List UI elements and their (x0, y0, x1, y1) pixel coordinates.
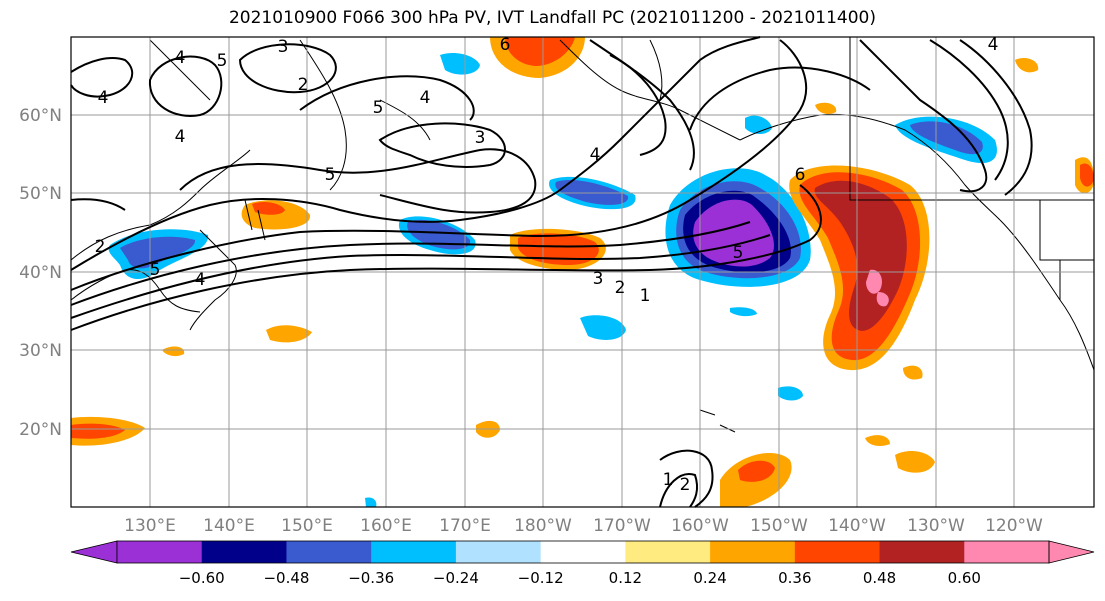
lon-label: 170°W (593, 516, 651, 536)
contour-label: 3 (475, 128, 486, 148)
colorbar-cell (286, 541, 372, 563)
contour-label: 3 (278, 37, 289, 57)
map-title: 2021010900 F066 300 hPa PV, IVT Landfall… (228, 8, 876, 28)
lon-label: 180°W (514, 516, 572, 536)
pv-contours (70, 36, 1033, 508)
lat-label: 50°N (19, 184, 62, 204)
colorbar-cell (540, 541, 626, 563)
contour-label: 4 (175, 48, 186, 68)
contour-label: 1 (663, 470, 674, 490)
contour-label: 4 (420, 88, 431, 108)
contour-label: 2 (615, 278, 626, 298)
colorbar-cells (70, 540, 1095, 564)
lat-label: 40°N (19, 263, 62, 283)
colorbar-tick-label: −0.60 (179, 569, 225, 587)
contour-label: 4 (195, 270, 206, 290)
colorbar-cell (455, 541, 542, 563)
colorbar-ticks: −0.60 −0.48 −0.36 −0.24 −0.12 0.12 0.24 0.36 0.4… (179, 569, 981, 587)
colorbar-tick-label: 0.60 (948, 569, 981, 587)
lat-label: 60°N (19, 106, 62, 126)
colorbar-border (116, 540, 1050, 564)
lon-label: 170°E (439, 516, 491, 536)
lon-label: 130°W (907, 516, 965, 536)
contour-label: 5 (325, 165, 336, 185)
contour-label: 4 (175, 127, 186, 147)
lon-label: 150°E (281, 516, 333, 536)
lat-label: 20°N (19, 420, 62, 440)
colorbar-tick-label: 0.24 (693, 569, 726, 587)
colorbar-extend-low (70, 540, 118, 564)
colorbar-cell (794, 541, 881, 563)
colorbar-cell (625, 541, 711, 563)
contour-label: 1 (640, 286, 651, 306)
contour-label: 6 (795, 165, 806, 185)
colorbar-cell (117, 541, 203, 563)
colorbar-tick-label: 0.12 (609, 569, 642, 587)
colorbar-cell (879, 541, 965, 563)
contour-labels: 6 3 2 4 5 4 5 4 3 4 6 5 3 2 1 5 4 2 5 4 … (95, 35, 999, 495)
contour-label: 6 (500, 35, 511, 55)
colorbar-tick-label: −0.12 (518, 569, 564, 587)
contour-label: 2 (95, 237, 106, 257)
anomaly-fills (71, 37, 1094, 507)
contour-label: 5 (733, 243, 744, 263)
lon-label: 160°W (671, 516, 729, 536)
contour-label: 4 (590, 145, 601, 165)
lon-label: 140°W (828, 516, 886, 536)
longitude-labels: 130°E 140°E 150°E 160°E 170°E 180°W 170°… (124, 516, 1043, 536)
contour-label: 2 (298, 75, 309, 95)
colorbar-extend-high (1048, 540, 1095, 564)
contour-label: 5 (150, 260, 161, 280)
colorbar-tick-label: 0.48 (863, 569, 896, 587)
map-panel: 6 3 2 4 5 4 5 4 3 4 6 5 3 2 1 5 4 2 5 4 … (70, 35, 1095, 508)
lon-label: 160°E (360, 516, 412, 536)
contour-label: 5 (373, 98, 384, 118)
lon-label: 140°E (203, 516, 255, 536)
colorbar-cell (201, 541, 287, 563)
contour-label: 3 (593, 269, 604, 289)
colorbar-cell (371, 541, 457, 563)
latitude-labels: 60°N 50°N 40°N 30°N 20°N (19, 106, 62, 440)
colorbar-tick-label: −0.24 (433, 569, 479, 587)
colorbar: −0.60 −0.48 −0.36 −0.24 −0.12 0.12 0.24 0.36 0.4… (70, 540, 1095, 587)
colorbar-tick-label: −0.48 (263, 569, 309, 587)
lon-label: 120°W (985, 516, 1043, 536)
gridlines (71, 37, 1094, 507)
lon-label: 130°E (124, 516, 176, 536)
lat-label: 30°N (19, 341, 62, 361)
contour-label: 4 (98, 88, 109, 108)
contour-label: 5 (217, 51, 228, 71)
contour-label: 2 (680, 475, 691, 495)
colorbar-tick-label: −0.36 (348, 569, 394, 587)
colorbar-tick-label: 0.36 (778, 569, 811, 587)
colorbar-cell (964, 541, 1050, 563)
lon-label: 150°W (750, 516, 808, 536)
colorbar-cell (710, 541, 796, 563)
contour-label: 4 (988, 35, 999, 55)
